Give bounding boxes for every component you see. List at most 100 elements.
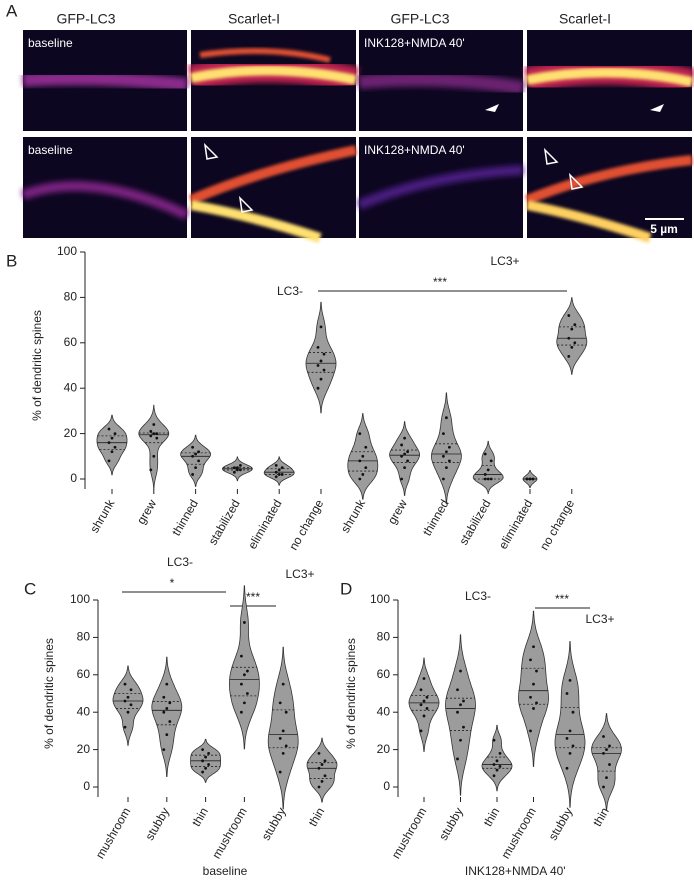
data-point	[152, 423, 156, 426]
data-point	[123, 682, 127, 686]
data-point	[155, 436, 159, 440]
data-point	[197, 459, 201, 463]
data-point	[316, 345, 320, 349]
x-tick-label: grew	[385, 497, 410, 527]
data-point	[529, 729, 532, 733]
data-point	[531, 477, 535, 481]
data-point	[567, 336, 571, 340]
x-tick-label: mushroom	[389, 805, 429, 861]
data-point	[239, 463, 242, 467]
y-tick-label: 40	[77, 704, 91, 718]
data-point	[406, 450, 409, 454]
data-point	[129, 703, 133, 707]
column-header: Scarlet-I	[228, 11, 280, 27]
data-point	[400, 454, 403, 458]
data-point	[149, 434, 153, 438]
data-point	[246, 692, 249, 695]
significance: ***	[433, 275, 447, 289]
data-point	[113, 432, 117, 435]
data-point	[462, 699, 465, 703]
data-point	[406, 459, 409, 463]
data-point	[492, 763, 496, 766]
data-point	[240, 654, 243, 658]
data-point	[191, 473, 195, 476]
data-point	[462, 725, 465, 729]
data-point	[529, 658, 532, 662]
data-point	[239, 468, 242, 472]
x-tick-label: stabilized	[206, 497, 243, 547]
data-point	[123, 725, 127, 729]
data-point	[113, 445, 117, 449]
data-point	[322, 368, 326, 372]
group-label: LC3-	[167, 555, 193, 569]
y-tick-label: 100	[70, 592, 90, 606]
data-point	[358, 432, 362, 435]
y-tick-label: 0	[70, 471, 77, 485]
y-tick-label: 20	[77, 742, 91, 756]
data-point	[126, 695, 130, 699]
x-tick-label: grew	[134, 497, 159, 527]
data-point	[162, 748, 166, 751]
violin	[472, 440, 504, 493]
data-point	[456, 757, 459, 761]
data-point	[201, 759, 205, 763]
x-tick-label: shrunk	[338, 496, 369, 535]
data-point	[422, 699, 426, 703]
data-point	[194, 466, 198, 470]
data-point	[568, 751, 572, 755]
violin	[305, 301, 337, 414]
data-point	[425, 695, 429, 699]
data-point	[240, 682, 243, 686]
data-point	[277, 473, 281, 476]
y-tick-label: 100	[57, 244, 77, 258]
data-point	[284, 710, 288, 714]
data-point	[532, 707, 535, 710]
data-point	[278, 770, 282, 774]
x-tick-label: thin	[306, 805, 328, 829]
y-axis-label: % of dendritic spines	[30, 310, 44, 421]
data-point	[498, 765, 502, 768]
data-point	[233, 470, 236, 474]
data-point	[243, 673, 246, 677]
data-point	[565, 692, 569, 695]
data-point	[568, 679, 572, 682]
data-point	[162, 710, 166, 714]
group-label: LC3+	[285, 567, 314, 581]
data-point	[274, 470, 278, 474]
data-point	[152, 432, 156, 435]
data-point	[442, 432, 445, 435]
data-point	[498, 751, 502, 755]
violin	[180, 434, 211, 487]
data-point	[565, 736, 569, 740]
data-point	[529, 695, 532, 699]
data-point	[448, 445, 451, 449]
data-point	[149, 468, 153, 472]
data-point	[107, 459, 111, 463]
y-tick-label: 60	[77, 667, 91, 681]
data-point	[364, 466, 368, 470]
data-point	[278, 701, 282, 705]
y-tick-label: 60	[377, 667, 391, 681]
column-header: GFP-LC3	[390, 11, 449, 27]
data-point	[281, 729, 285, 733]
group-label: LC3+	[490, 254, 519, 268]
image-label: INK128+NMDA 40'	[364, 36, 465, 50]
x-tick-label: eliminated	[245, 497, 284, 551]
panel-label: B	[6, 251, 17, 270]
group-label: LC3-	[465, 589, 491, 603]
x-tick-label: stubby	[436, 805, 466, 843]
data-point	[486, 477, 490, 481]
data-point	[233, 466, 236, 470]
data-point	[240, 710, 243, 714]
data-point	[316, 386, 320, 390]
data-point	[361, 473, 365, 476]
x-tick-label: thin	[590, 805, 612, 829]
x-tick-label: eliminated	[496, 497, 535, 551]
data-point	[567, 355, 571, 358]
violin	[306, 737, 338, 803]
data-point	[204, 766, 208, 770]
data-point	[535, 701, 538, 705]
data-point	[317, 751, 321, 755]
scale-bar-label: 5 µm	[650, 222, 678, 236]
group-label: LC3-	[277, 284, 303, 298]
